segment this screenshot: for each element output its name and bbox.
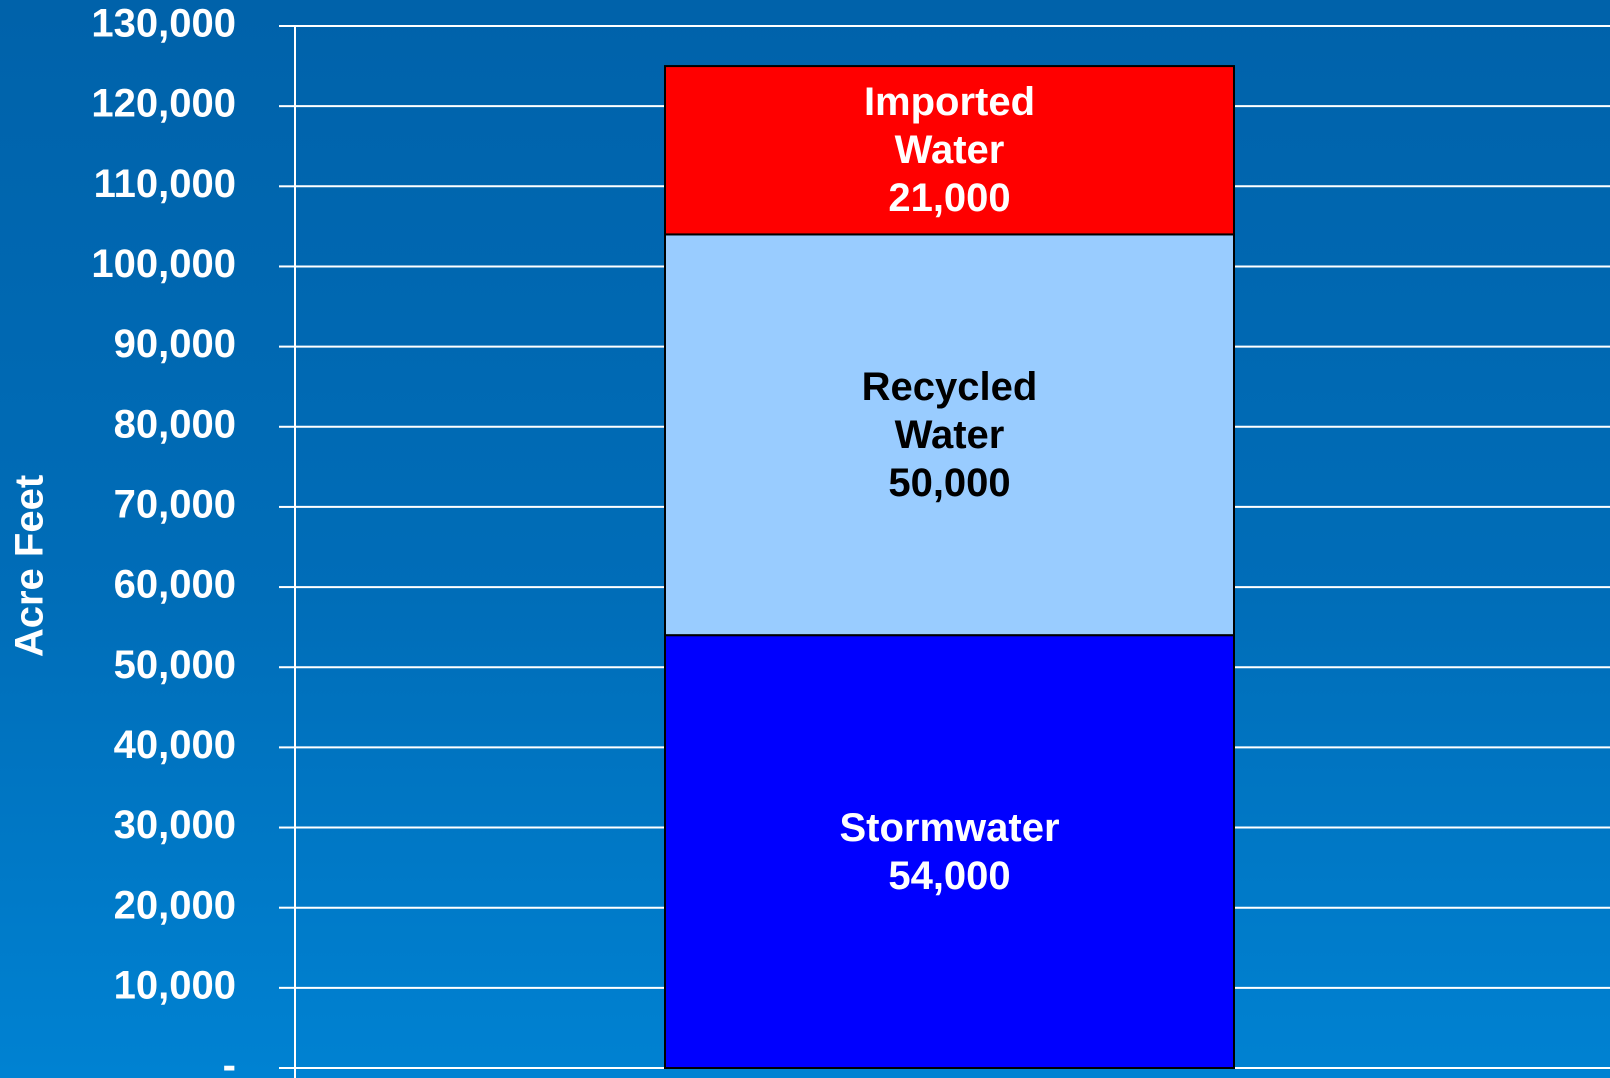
y-tick-label: 130,000 (91, 2, 236, 46)
bar-segment (664, 634, 1235, 1070)
y-tick-label: 20,000 (114, 883, 236, 927)
value-label: 21,000 (888, 176, 1011, 221)
y-tick-label: 100,000 (91, 242, 236, 286)
bar-segment (664, 65, 1235, 236)
y-tick-label: 40,000 (114, 723, 236, 767)
y-tick-label: 50,000 (114, 643, 236, 687)
segment-label: Stormwater 54,000 (839, 804, 1059, 900)
series-name: Imported Water (863, 80, 1036, 173)
y-tick-label: 30,000 (114, 803, 236, 847)
segment-label: Imported Water 21,000 (820, 78, 1080, 222)
y-tick-label: 110,000 (94, 162, 236, 206)
y-tick-label: 10,000 (114, 963, 236, 1007)
y-axis-title: Acre Feet (8, 475, 52, 657)
y-tick-label: 120,000 (91, 82, 236, 126)
value-label: 54,000 (888, 853, 1011, 898)
y-tick-label: 60,000 (114, 563, 236, 607)
value-label: 50,000 (888, 460, 1011, 505)
y-tick-label: 90,000 (114, 322, 236, 366)
segment-label: Recycled Water 50,000 (820, 363, 1080, 507)
series-name: Recycled Water (861, 364, 1038, 457)
y-tick-label: 80,000 (114, 402, 236, 446)
y-tick-label: 70,000 (114, 482, 236, 526)
series-name: Stormwater (839, 805, 1060, 850)
y-tick-label: - (223, 1044, 236, 1078)
bar-segment (664, 233, 1235, 637)
